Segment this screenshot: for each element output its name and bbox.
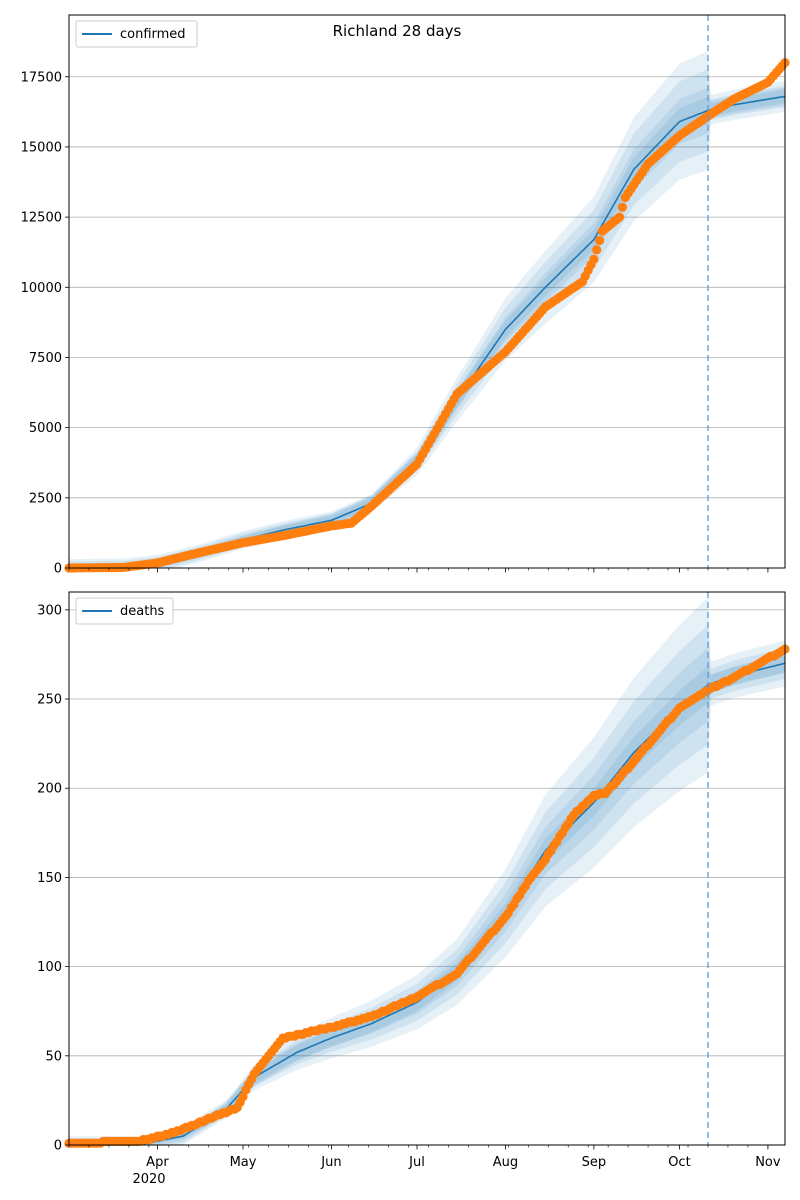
deaths-band xyxy=(69,647,785,1145)
deaths-band xyxy=(69,654,785,1145)
deaths-legend: deaths xyxy=(75,597,174,625)
deaths-uncertainty-bands xyxy=(69,597,785,1145)
month-label: Aug xyxy=(493,1155,518,1170)
deaths-y-tick-label: 200 xyxy=(37,782,62,797)
deaths-band xyxy=(69,597,785,1145)
month-label: Oct xyxy=(668,1155,690,1170)
deaths-x-ticks xyxy=(68,1145,769,1150)
deaths-observed-points xyxy=(64,644,790,1148)
confirmed-x-ticks xyxy=(68,568,769,573)
month-label: Sep xyxy=(582,1155,607,1170)
year-label: 2020 xyxy=(132,1172,165,1187)
deaths-y-ticks: 0 50 100 150 200 250 300 xyxy=(37,603,69,1154)
month-label: Apr xyxy=(146,1155,169,1170)
month-label: Jun xyxy=(320,1155,341,1170)
confirmed-observed-point xyxy=(617,202,628,212)
confirmed-observed-points xyxy=(64,58,790,573)
confirmed-y-tick-label: 10000 xyxy=(21,281,62,296)
deaths-legend-label: deaths xyxy=(120,604,165,619)
confirmed-y-tick-label: 2500 xyxy=(29,491,62,506)
confirmed-y-tick-label: 15000 xyxy=(21,140,62,155)
confirmed-observed-point xyxy=(595,235,605,246)
deaths-y-tick-label: 250 xyxy=(37,693,62,708)
month-label: Jul xyxy=(408,1155,425,1170)
confirmed-legend-box xyxy=(75,20,198,48)
deaths-y-tick-label: 100 xyxy=(37,960,62,975)
deaths-y-tick-label: 0 xyxy=(54,1139,62,1154)
confirmed-y-tick-label: 7500 xyxy=(29,351,62,366)
confirmed-observed-point xyxy=(589,254,599,264)
deaths-band xyxy=(69,624,785,1145)
confirmed-y-tick-label: 17500 xyxy=(21,70,62,85)
confirmed-axes-frame xyxy=(68,14,786,569)
confirmed-observed-point xyxy=(614,212,625,222)
deaths-observed-point xyxy=(238,1092,248,1102)
confirmed-y-ticks: 0 2500 5000 7500 10000 12500 15000 17500 xyxy=(21,70,69,577)
confirmed-panel: 0 2500 5000 7500 10000 12500 15000 17500 confir… xyxy=(21,14,790,577)
deaths-legend-box xyxy=(75,597,174,625)
month-labels: Apr May Jun Jul Aug Sep Oct Nov xyxy=(146,1155,781,1170)
chart-title: Richland 28 days xyxy=(333,22,462,40)
confirmed-band xyxy=(69,51,785,568)
deaths-y-tick-label: 50 xyxy=(45,1049,62,1064)
confirmed-legend-label: confirmed xyxy=(120,27,186,42)
month-label: May xyxy=(230,1155,257,1170)
deaths-axes-frame xyxy=(68,591,786,1146)
confirmed-legend: confirmed xyxy=(75,20,198,48)
deaths-panel: 0 50 100 150 200 250 300 Apr May Jun Jul Aug Sep Oct… xyxy=(37,591,790,1187)
month-label: Nov xyxy=(755,1155,781,1170)
confirmed-band xyxy=(69,69,785,569)
confirmed-y-tick-label: 12500 xyxy=(21,211,62,226)
confirmed-uncertainty-bands xyxy=(69,51,785,569)
deaths-y-tick-label: 150 xyxy=(37,871,62,886)
confirmed-band xyxy=(69,87,785,568)
confirmed-y-tick-label: 5000 xyxy=(29,421,62,436)
confirmed-y-tick-label: 0 xyxy=(54,562,62,577)
confirmed-observed-point xyxy=(592,245,602,255)
confirmed-axes xyxy=(68,14,786,569)
deaths-y-tick-label: 300 xyxy=(37,603,62,618)
deaths-axes xyxy=(68,591,786,1146)
